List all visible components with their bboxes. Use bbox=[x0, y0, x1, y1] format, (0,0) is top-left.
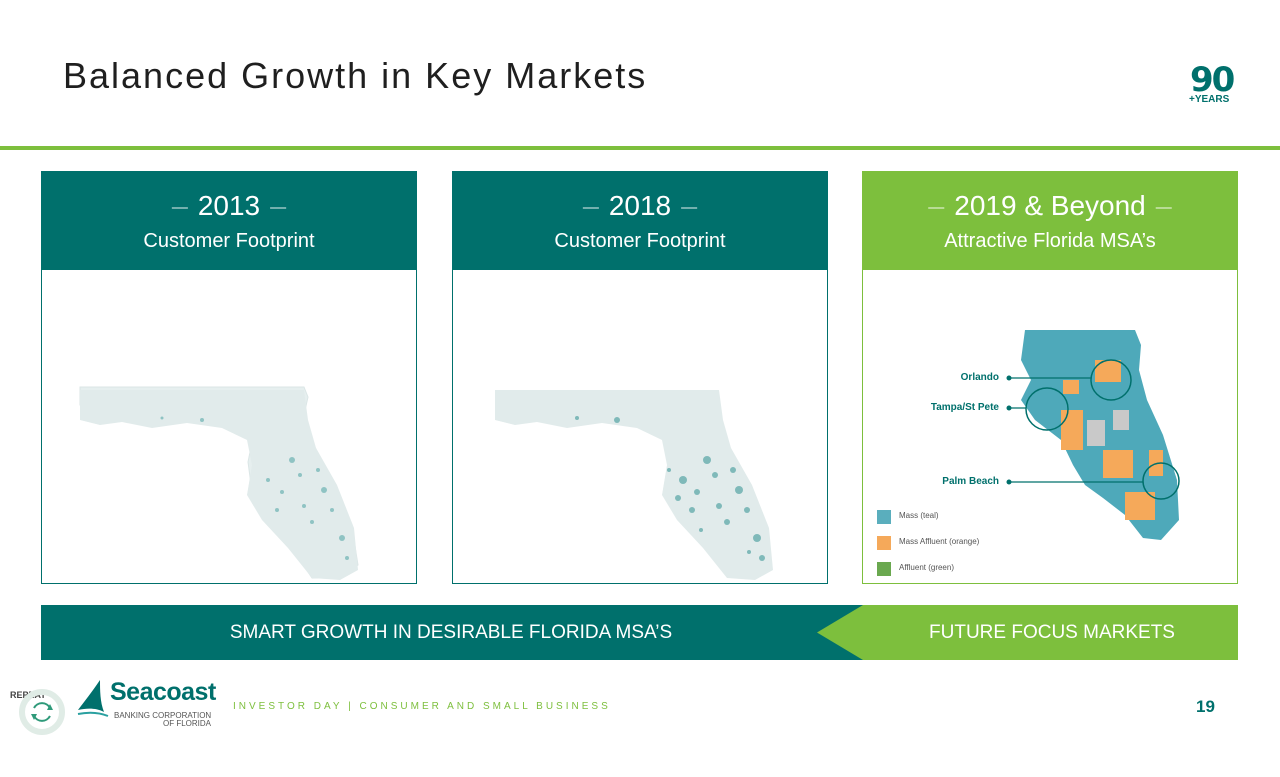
logo-subtitle: BANKING CORPORATION bbox=[114, 711, 212, 720]
card-subtitle: Attractive Florida MSA’s bbox=[944, 229, 1156, 252]
bottom-banner: SMART GROWTH IN DESIRABLE FLORIDA MSA’S … bbox=[41, 605, 1238, 660]
card-2013: —2013— Customer Footprint bbox=[41, 171, 417, 584]
legend-swatch bbox=[877, 562, 891, 576]
seacoast-logo: Seacoast BANKING CORPORATION OF FLORIDA bbox=[66, 672, 216, 734]
callout-palm-beach: Palm Beach bbox=[942, 476, 999, 487]
logo-name: Seacoast bbox=[110, 678, 216, 706]
footer-text: INVESTOR DAY | CONSUMER AND SMALL BUSINE… bbox=[233, 701, 611, 712]
card-subtitle: Customer Footprint bbox=[554, 229, 726, 252]
legend-swatch bbox=[877, 536, 891, 550]
florida-footprint-map-2013 bbox=[79, 386, 359, 580]
banner-left-text: SMART GROWTH IN DESIRABLE FLORIDA MSA’S bbox=[229, 622, 673, 643]
title-divider bbox=[0, 146, 1280, 150]
badge-text: +YEARS bbox=[1189, 94, 1230, 105]
sail-icon bbox=[77, 680, 109, 717]
florida-footprint-map-2018 bbox=[495, 390, 773, 580]
card-2019-beyond: —2019 & Beyond — Attractive Florida MSA’s bbox=[862, 171, 1238, 584]
badge-number: 90 bbox=[1190, 60, 1235, 100]
florida-msa-map bbox=[1006, 330, 1180, 540]
card-year: 2013 bbox=[197, 190, 261, 221]
card-header: —2018— Customer Footprint bbox=[453, 172, 827, 270]
card-subtitle: Customer Footprint bbox=[143, 229, 315, 252]
callout-orlando: Orlando bbox=[960, 372, 999, 383]
callout-tampa-st-pete: Tampa/St Pete bbox=[930, 402, 999, 413]
page-number: 19 bbox=[1196, 697, 1215, 716]
page-title: Balanced Growth in Key Markets bbox=[63, 55, 648, 96]
legend-swatch bbox=[877, 510, 891, 524]
card-2018: —2018— Customer Footprint bbox=[452, 171, 828, 584]
card-header: —2013— Customer Footprint bbox=[42, 172, 416, 270]
repeat-icon bbox=[19, 689, 65, 735]
card-year: 2018 bbox=[608, 190, 672, 221]
banner-background bbox=[41, 605, 1238, 660]
card-header: —2019 & Beyond — Attractive Florida MSA’s bbox=[863, 172, 1237, 270]
logo-subtitle-2: OF FLORIDA bbox=[163, 719, 212, 728]
card-year: 2019 & Beyond bbox=[954, 190, 1146, 221]
anniversary-badge: 90 +YEARS bbox=[1186, 60, 1236, 108]
banner-right-text: FUTURE FOCUS MARKETS bbox=[929, 622, 1175, 643]
